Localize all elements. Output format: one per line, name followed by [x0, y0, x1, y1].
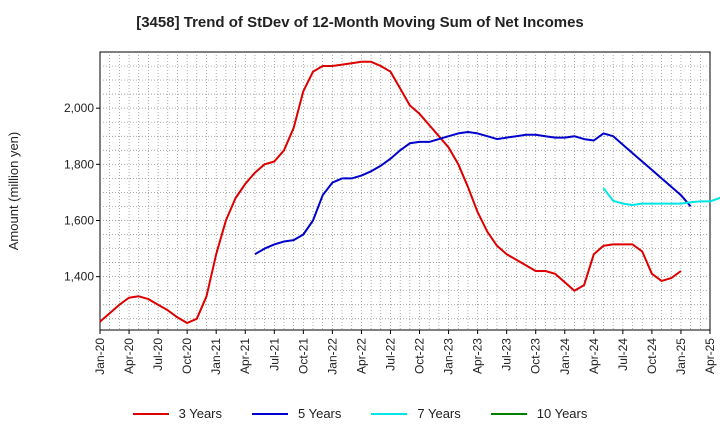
y-axis-label: Amount (million yen) [6, 132, 21, 251]
x-tick-label: Apr-25 [703, 338, 717, 374]
y-tick-label: 1,800 [64, 157, 94, 171]
grid-lines [100, 52, 710, 330]
x-tick-label: Jul-21 [267, 338, 281, 371]
x-tick-label: Jan-22 [325, 338, 339, 375]
x-tick-label: Jan-25 [674, 338, 688, 375]
x-tick-label: Apr-23 [471, 338, 485, 374]
series-lines [99, 60, 720, 324]
x-tick-label: Apr-20 [122, 338, 136, 374]
legend-label: 7 Years [417, 406, 461, 421]
legend-label: 5 Years [298, 406, 342, 421]
series-line-3 [602, 187, 720, 206]
x-tick-label: Apr-24 [587, 338, 601, 374]
x-tick-label: Jan-24 [558, 338, 572, 375]
legend-swatch [132, 412, 169, 415]
x-tick-label: Jan-23 [442, 338, 456, 375]
x-tick-label: Jul-22 [383, 338, 397, 371]
x-tick-label: Apr-21 [238, 338, 252, 374]
x-tick-label: Jan-21 [209, 338, 223, 375]
y-axis-ticks: 1,400 1,600 1,800 2,000 [64, 101, 100, 284]
x-tick-label: Oct-20 [180, 338, 194, 374]
legend: 3 Years 5 Years 7 Years 10 Years [0, 406, 720, 421]
x-tick-label: Oct-22 [413, 338, 427, 374]
legend-item-4: 10 Years [490, 406, 588, 421]
y-tick-label: 1,600 [64, 213, 94, 227]
y-tick-label: 1,400 [64, 270, 94, 284]
series-line-1 [99, 60, 682, 324]
x-tick-label: Apr-22 [354, 338, 368, 374]
legend-item-1: 3 Years [132, 406, 222, 421]
legend-item-3: 7 Years [371, 406, 461, 421]
plot-area [99, 51, 711, 331]
x-tick-label: Oct-24 [645, 338, 659, 374]
x-tick-label: Jul-24 [616, 338, 630, 371]
y-tick-label: 2,000 [64, 101, 94, 115]
legend-label: 10 Years [536, 406, 588, 421]
legend-swatch [490, 412, 527, 415]
chart-title: [3458] Trend of StDev of 12-Month Moving… [136, 14, 584, 31]
legend-swatch [252, 412, 288, 415]
x-tick-label: Oct-23 [529, 338, 543, 374]
legend-item-2: 5 Years [252, 406, 341, 421]
legend-label: 3 Years [178, 406, 222, 421]
legend-swatch [371, 412, 408, 415]
x-tick-label: Oct-21 [296, 338, 310, 374]
x-axis-ticks: Jan-20 Apr-20 Jul-20 Oct-20 Jan-21 Apr-21 Jul-… [93, 330, 717, 375]
x-tick-label: Jul-20 [151, 338, 165, 371]
x-tick-label: Jan-20 [93, 338, 107, 375]
series-line-2 [254, 131, 692, 256]
x-tick-label: Jul-23 [500, 338, 514, 371]
